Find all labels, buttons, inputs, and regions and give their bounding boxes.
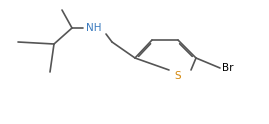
Text: NH: NH [86, 23, 102, 33]
Text: S: S [175, 71, 181, 81]
Text: Br: Br [222, 63, 233, 73]
